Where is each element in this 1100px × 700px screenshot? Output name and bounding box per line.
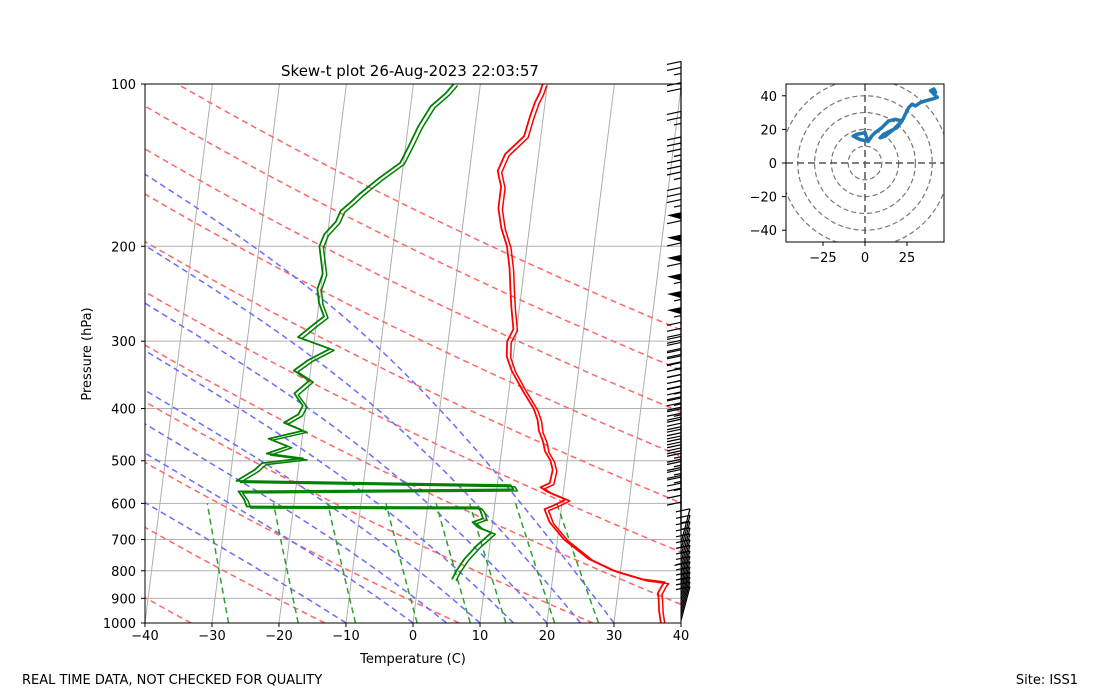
hodo-y-tick-label: −20 bbox=[750, 191, 777, 206]
dewpoint-profile-trace bbox=[239, 85, 519, 582]
isotherm-line bbox=[680, 618, 681, 623]
mixing-ratio-line bbox=[468, 503, 507, 623]
isotherm-line bbox=[0, 84, 11, 623]
wind-barb bbox=[675, 514, 691, 550]
hodograph-axis-ticks: −25 0 25 40 20 0 −20 −40 bbox=[750, 90, 916, 266]
mixing-ratio-line bbox=[326, 503, 357, 623]
hodograph-line bbox=[851, 87, 940, 144]
y-tick-label: 400 bbox=[111, 403, 136, 418]
wind-barb bbox=[675, 508, 691, 543]
y-axis-label: Pressure (hPa) bbox=[80, 307, 95, 400]
mixing-ratio-line bbox=[514, 503, 556, 623]
hodo-y-tick-label: −40 bbox=[750, 224, 777, 239]
hodo-x-tick-label: 25 bbox=[899, 251, 916, 266]
y-tick-label: 700 bbox=[111, 534, 136, 549]
wind-barb bbox=[666, 361, 682, 397]
isotherm-line bbox=[278, 84, 347, 623]
wind-barb bbox=[667, 273, 682, 308]
isotherm-line bbox=[613, 84, 681, 623]
hodograph-ring bbox=[847, 145, 883, 181]
moist-adiabat-line bbox=[145, 501, 347, 623]
site-label: Site: ISS1 bbox=[1015, 673, 1078, 688]
x-tick-label: 10 bbox=[472, 629, 489, 644]
mixing-ratio-line bbox=[435, 503, 472, 623]
isotherm-line bbox=[345, 84, 414, 623]
moist-adiabat-line bbox=[145, 244, 582, 623]
moist-adiabat-line bbox=[145, 452, 414, 623]
skewt-profiles bbox=[235, 84, 670, 623]
skewt-reference-lines bbox=[0, 84, 681, 623]
dewpoint-profile bbox=[235, 84, 515, 580]
hodo-x-tick-label: 0 bbox=[861, 251, 869, 266]
hodograph-trace bbox=[851, 87, 940, 144]
isotherm-line bbox=[11, 84, 78, 623]
x-tick-label: −10 bbox=[332, 629, 359, 644]
wind-barb bbox=[666, 212, 682, 247]
hodograph: −25 0 25 40 20 0 −20 −40 bbox=[750, 83, 945, 266]
moist-adiabat-line bbox=[145, 423, 447, 623]
hodograph-rings bbox=[786, 84, 944, 242]
x-tick-label: −20 bbox=[265, 629, 292, 644]
skewt-axis-ticks: −40 −30 −20 −10 0 10 20 30 40 1000 900 800 700 600 500… bbox=[103, 78, 689, 644]
moist-adiabat-line bbox=[145, 389, 481, 623]
dry-adiabat-line bbox=[176, 84, 681, 331]
isotherm-line bbox=[211, 84, 280, 623]
dry-adiabat-line bbox=[145, 344, 681, 606]
wind-barb bbox=[666, 501, 682, 537]
y-tick-label: 500 bbox=[111, 455, 136, 470]
hodograph-ring bbox=[813, 111, 917, 215]
y-tick-label: 1000 bbox=[103, 617, 136, 632]
mixing-ratio-line bbox=[385, 503, 418, 623]
moist-adiabat-line bbox=[145, 302, 548, 623]
dry-adiabat-line bbox=[145, 193, 681, 458]
x-axis-label: Temperature (C) bbox=[359, 652, 466, 667]
isotherm-line bbox=[145, 84, 213, 623]
wind-barbs bbox=[666, 60, 691, 621]
hodo-y-tick-label: 40 bbox=[760, 90, 777, 105]
y-tick-label: 800 bbox=[111, 565, 136, 580]
wind-barb bbox=[666, 60, 682, 96]
quality-note: REAL TIME DATA, NOT CHECKED FOR QUALITY bbox=[22, 673, 323, 688]
mixing-ratio-line bbox=[272, 503, 299, 623]
wind-barb bbox=[675, 521, 691, 556]
mixing-ratio-line bbox=[556, 503, 600, 623]
wind-barb bbox=[666, 110, 682, 146]
temperature-profile-trace bbox=[500, 85, 670, 623]
x-tick-label: 20 bbox=[539, 629, 556, 644]
x-tick-label: 30 bbox=[606, 629, 623, 644]
hodo-y-tick-label: 20 bbox=[760, 123, 777, 138]
dry-adiabat-line bbox=[145, 400, 594, 623]
x-tick-label: −30 bbox=[198, 629, 225, 644]
isotherm-line bbox=[479, 84, 548, 623]
y-tick-label: 100 bbox=[111, 78, 136, 93]
isotherm-line bbox=[412, 84, 481, 623]
dry-adiabat-line bbox=[145, 596, 192, 623]
skewt-plot: −40 −30 −20 −10 0 10 20 30 40 1000 900 800 700 600 500… bbox=[0, 60, 691, 667]
x-tick-label: 40 bbox=[673, 629, 690, 644]
mixing-ratio-line bbox=[206, 503, 230, 623]
wind-barb bbox=[666, 254, 682, 289]
y-tick-label: 600 bbox=[111, 497, 136, 512]
x-tick-label: −40 bbox=[131, 629, 158, 644]
x-tick-label: 0 bbox=[409, 629, 417, 644]
moist-adiabat-line bbox=[145, 173, 615, 623]
hodo-x-tick-label: −25 bbox=[809, 251, 836, 266]
dry-adiabat-line bbox=[145, 526, 326, 623]
dry-adiabat-line bbox=[145, 461, 460, 623]
y-tick-label: 900 bbox=[111, 592, 136, 607]
hodo-y-tick-label: 0 bbox=[769, 157, 777, 172]
isotherm-line bbox=[546, 84, 615, 623]
y-tick-label: 200 bbox=[111, 240, 136, 255]
chart-title: Skew-t plot 26-Aug-2023 22:03:57 bbox=[281, 62, 539, 80]
y-tick-label: 300 bbox=[111, 335, 136, 350]
